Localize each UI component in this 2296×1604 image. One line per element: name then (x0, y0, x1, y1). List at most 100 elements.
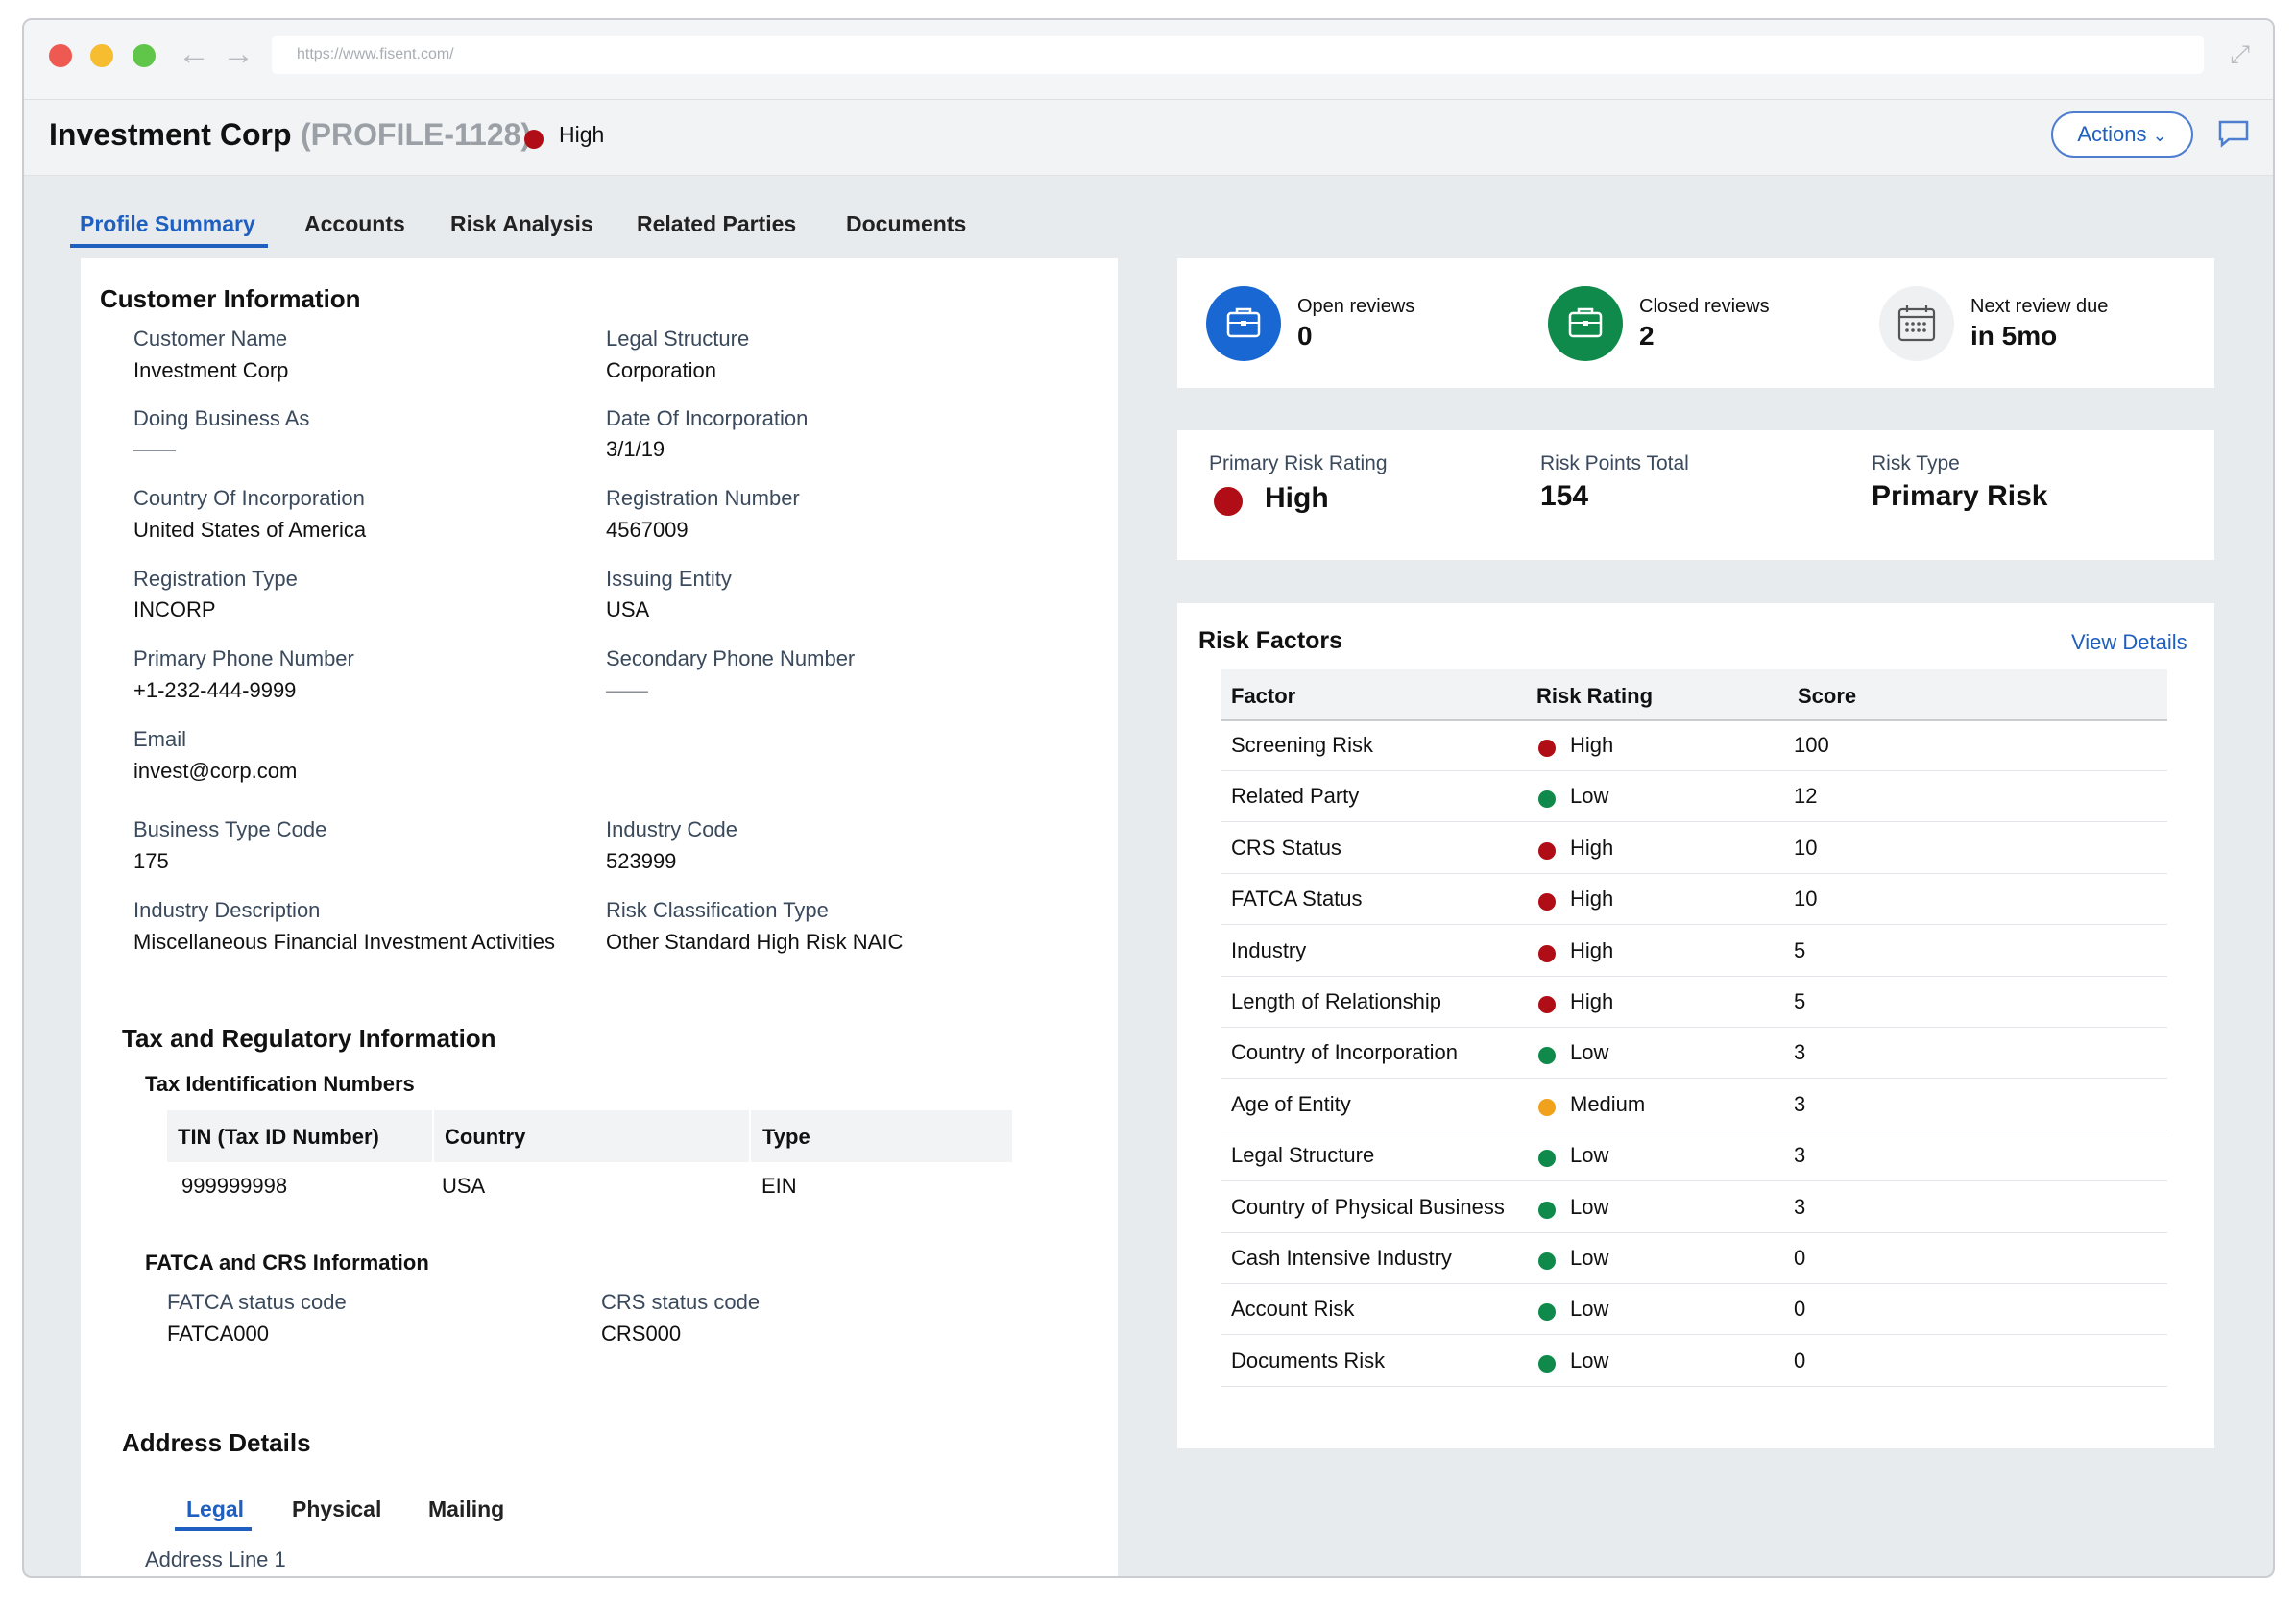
tab-risk-analysis[interactable]: Risk Analysis (450, 211, 593, 236)
minimize-window-button[interactable] (90, 44, 113, 67)
column-divider (432, 1110, 434, 1162)
crs-value: CRS000 (601, 1322, 682, 1346)
risk-rating-dot (1538, 1354, 1556, 1373)
risk-rating-dot (1538, 1303, 1556, 1322)
profile-id: (PROFILE-1128) (301, 117, 532, 152)
field-value: INCORP (133, 597, 216, 621)
score-cell: 3 (1794, 1194, 1806, 1219)
field-value: +1-232-444-9999 (133, 678, 297, 702)
risk-rating-cell: Medium (1570, 1091, 1646, 1116)
field-value: Miscellaneous Financial Investment Activ… (133, 930, 555, 954)
factor-cell: Country of Physical Business (1231, 1194, 1505, 1219)
close-window-button[interactable] (49, 44, 72, 67)
table-row: Length of Relationship High 5 (1221, 976, 2167, 1028)
field-value: —— (133, 437, 176, 461)
table-row: CRS Status High 10 (1221, 822, 2167, 874)
tab-documents[interactable]: Documents (846, 211, 967, 236)
tin-header-cell: Type (762, 1125, 810, 1149)
address-line-1-label: Address Line 1 (145, 1547, 286, 1571)
tin-title: Tax Identification Numbers (145, 1072, 415, 1096)
expand-icon[interactable]: ⤢ (2230, 39, 2250, 68)
address-tab-mailing[interactable]: Mailing (428, 1496, 505, 1521)
risk-points-value: 154 (1540, 480, 1589, 512)
address-tab-physical[interactable]: Physical (292, 1496, 382, 1521)
score-cell: 0 (1794, 1297, 1806, 1322)
tin-header-cell: TIN (Tax ID Number) (178, 1125, 379, 1149)
risk-rating-cell: Low (1570, 1040, 1609, 1065)
field-label: Issuing Entity (606, 567, 732, 591)
risk-rating-cell: Low (1570, 1194, 1609, 1219)
primary-risk-dot (1214, 487, 1243, 516)
risk-status-label: High (559, 122, 605, 147)
field-value: USA (606, 597, 650, 621)
tin-cell: USA (442, 1174, 486, 1198)
primary-risk-rating-label: Primary Risk Rating (1209, 452, 1388, 474)
field-value: Investment Corp (133, 358, 289, 382)
tax-info-title: Tax and Regulatory Information (122, 1024, 496, 1053)
factor-cell: CRS Status (1231, 835, 1341, 860)
risk-rating-dot (1538, 1252, 1556, 1270)
actions-button[interactable]: Actions ⌄ (2051, 111, 2193, 158)
browser-chrome: ← → https://www.fisent.com/ ⤢ (24, 20, 2273, 100)
table-row: Country of Incorporation Low 3 (1221, 1027, 2167, 1080)
score-cell: 0 (1794, 1246, 1806, 1270)
risk-rating-dot (1538, 740, 1556, 757)
field-label: Industry Description (133, 898, 321, 922)
tab-accounts[interactable]: Accounts (304, 211, 405, 236)
field-label: Date Of Incorporation (606, 406, 809, 430)
comment-icon[interactable] (2217, 119, 2250, 148)
risk-rating-dot (1538, 944, 1556, 962)
risk-rating-dot (1538, 1150, 1556, 1168)
field-label: Customer Name (133, 327, 288, 351)
score-cell: 3 (1794, 1143, 1806, 1168)
table-row: FATCA Status High 10 (1221, 873, 2167, 926)
calendar-icon (1879, 286, 1954, 361)
view-details-link[interactable]: View Details (2071, 630, 2187, 654)
briefcase-icon (1206, 286, 1281, 361)
risk-rating-cell: Low (1570, 1297, 1609, 1322)
factor-cell: Documents Risk (1231, 1348, 1386, 1373)
risk-rating-dot (1538, 1047, 1556, 1065)
table-row: Age of Entity Medium 3 (1221, 1079, 2167, 1130)
risk-rating-dot (1538, 893, 1556, 911)
table-row: Legal Structure Low 3 (1221, 1130, 2167, 1182)
score-cell: 5 (1794, 989, 1806, 1013)
address-tab-legal[interactable]: Legal (186, 1496, 245, 1521)
page-title: Investment Corp (49, 117, 292, 152)
field-label: Secondary Phone Number (606, 646, 856, 670)
field-value: 3/1/19 (606, 437, 665, 461)
score-cell: 10 (1794, 835, 1818, 860)
field-value: —— (606, 678, 648, 702)
factor-cell: Related Party (1231, 784, 1360, 809)
forward-arrow-icon[interactable]: → (222, 36, 254, 72)
field-label: Registration Number (606, 486, 800, 510)
risk-rating-cell: Low (1570, 1348, 1609, 1373)
column-header-score: Score (1798, 684, 1857, 708)
tin-cell: EIN (761, 1174, 797, 1198)
risk-status-dot (524, 130, 544, 149)
active-tab-indicator (70, 244, 268, 248)
factor-cell: Country of Incorporation (1231, 1040, 1459, 1065)
field-value: United States of America (133, 518, 367, 542)
url-bar[interactable]: https://www.fisent.com/ (272, 36, 2204, 74)
score-cell: 10 (1794, 887, 1818, 911)
tab-related-parties[interactable]: Related Parties (637, 211, 797, 236)
score-cell: 3 (1794, 1040, 1806, 1065)
factor-cell: Account Risk (1231, 1297, 1355, 1322)
risk-rating-cell: Low (1570, 1246, 1609, 1270)
table-row: Industry High 5 (1221, 925, 2167, 977)
actions-label: Actions (2077, 122, 2147, 146)
risk-rating-cell: High (1570, 733, 1614, 757)
tab-profile-summary[interactable]: Profile Summary (80, 211, 255, 236)
field-value: Corporation (606, 358, 716, 382)
maximize-window-button[interactable] (133, 44, 156, 67)
back-arrow-icon[interactable]: ← (178, 36, 210, 72)
address-title: Address Details (122, 1428, 311, 1457)
risk-rating-card (1177, 430, 2214, 560)
fatca-label: FATCA status code (167, 1290, 347, 1314)
score-cell: 3 (1794, 1091, 1806, 1116)
table-row: Country of Physical Business Low 3 (1221, 1181, 2167, 1233)
risk-rating-dot (1538, 996, 1556, 1013)
primary-risk-rating-value: High (1265, 482, 1329, 514)
field-label: Primary Phone Number (133, 646, 354, 670)
